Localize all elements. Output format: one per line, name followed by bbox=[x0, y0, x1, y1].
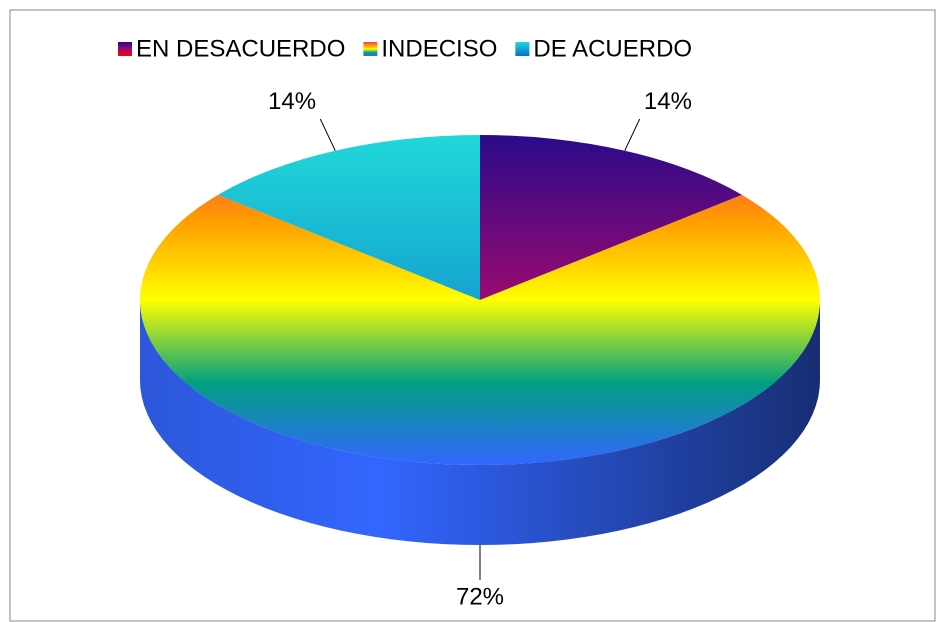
legend-swatch bbox=[363, 42, 378, 56]
legend-label: EN DESACUERDO bbox=[136, 35, 345, 62]
pie-slice bbox=[218, 135, 480, 300]
legend-label: INDECISO bbox=[381, 35, 497, 62]
data-label: 14% bbox=[644, 88, 692, 115]
legend-swatch bbox=[515, 42, 530, 56]
pie-slice bbox=[480, 135, 742, 300]
data-label: 72% bbox=[456, 583, 504, 610]
leader-line bbox=[624, 118, 641, 151]
pie-slice bbox=[140, 194, 821, 465]
chart-frame bbox=[9, 9, 936, 622]
legend-label: DE ACUERDO bbox=[533, 35, 692, 62]
pie-side-shade bbox=[140, 300, 820, 545]
leader-line bbox=[319, 118, 336, 151]
legend-swatch bbox=[118, 42, 132, 56]
data-label: 14% bbox=[268, 88, 316, 115]
